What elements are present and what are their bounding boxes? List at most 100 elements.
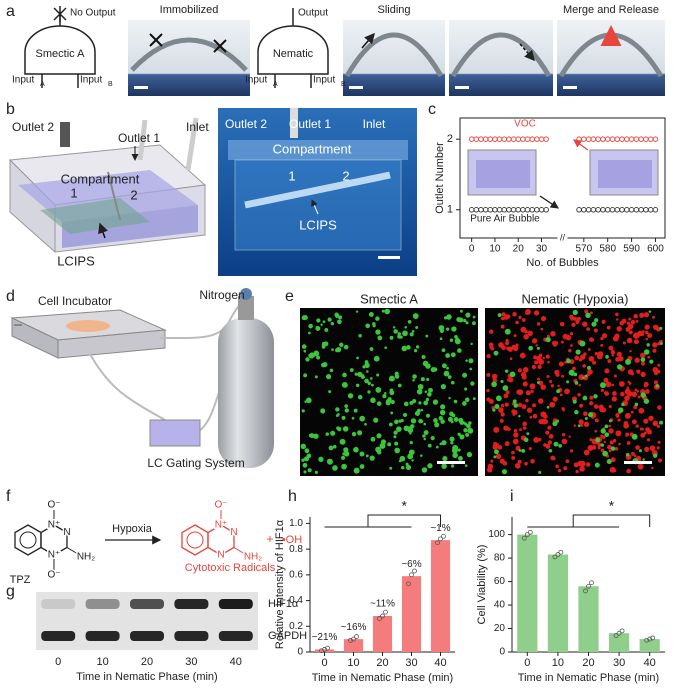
cell (418, 401, 422, 405)
panel-label: d (6, 288, 15, 305)
label: •OH (282, 534, 302, 546)
cell (511, 450, 515, 455)
cell (301, 458, 305, 462)
band (174, 631, 209, 641)
cell (446, 366, 449, 370)
cell (617, 364, 623, 370)
cell (387, 397, 392, 402)
x-tick-label: 10 (347, 657, 359, 669)
cell (619, 321, 623, 325)
x-axis-label: No. of Bubbles (526, 257, 599, 269)
gate-name: Smectic A (36, 48, 86, 60)
cell (602, 333, 608, 339)
cell (368, 312, 374, 317)
point (482, 136, 489, 142)
cell (407, 453, 414, 460)
cell (494, 449, 499, 455)
cell (601, 407, 607, 413)
cell (635, 424, 639, 428)
replicate-point (348, 638, 353, 643)
cell (594, 318, 599, 323)
cell (425, 413, 430, 418)
cell (557, 384, 560, 388)
cell (434, 422, 440, 428)
label: LCIPS (57, 253, 95, 268)
y-tick-label: 1.0 (289, 518, 303, 529)
cell (610, 457, 616, 463)
cell (465, 321, 469, 325)
cell (545, 430, 550, 435)
cell (635, 319, 639, 323)
cell (459, 434, 465, 440)
cell (608, 424, 612, 428)
cell (640, 432, 646, 438)
cell (513, 334, 517, 338)
cell (495, 453, 502, 460)
cell (546, 334, 550, 338)
cell (530, 458, 535, 464)
label: Smectic A (360, 291, 418, 306)
cell (389, 388, 394, 393)
cell (364, 360, 369, 364)
micrograph-smectic (300, 308, 478, 476)
cell (406, 345, 411, 350)
cell (458, 455, 463, 461)
cell (415, 326, 419, 330)
cell (393, 435, 397, 439)
gate-input: Input (80, 75, 102, 86)
cell (549, 401, 556, 408)
cell (441, 440, 447, 446)
y-tick-label: 0.8 (289, 544, 303, 555)
cell (525, 398, 529, 403)
replicate-point (644, 637, 650, 643)
point (492, 136, 498, 142)
cell (517, 368, 523, 373)
x-tick-label: 590 (623, 244, 640, 255)
cell (375, 329, 381, 335)
cell (454, 335, 458, 339)
cell (600, 443, 605, 447)
bond (66, 547, 79, 555)
cell (447, 375, 452, 379)
cell (608, 428, 614, 434)
point (638, 136, 644, 142)
label: Time in Nematic Phase (min) (76, 671, 217, 683)
atom: O⁻ (214, 500, 227, 511)
cell (585, 462, 591, 467)
cell (515, 445, 521, 451)
cell (570, 344, 573, 347)
replicate-point (555, 552, 561, 557)
ring (181, 524, 209, 556)
point (534, 136, 540, 142)
cell (432, 367, 438, 372)
cell (459, 309, 463, 313)
cell (390, 399, 395, 405)
cell (606, 459, 612, 465)
cell (594, 352, 598, 356)
cell (528, 345, 534, 351)
significance-bracket (527, 514, 651, 528)
cell (327, 317, 332, 322)
cell (648, 415, 654, 421)
cell (385, 400, 391, 406)
cell (590, 338, 595, 342)
cell (394, 447, 401, 454)
cell (509, 371, 516, 378)
cell (603, 377, 609, 383)
cell (446, 314, 452, 320)
cell (533, 355, 538, 360)
inset-images (467, 139, 659, 209)
point (492, 207, 498, 213)
cell (578, 383, 581, 387)
point (501, 207, 508, 213)
cell (569, 332, 574, 336)
label: Outlet 2 (225, 117, 267, 131)
cell (606, 444, 612, 450)
point (478, 136, 484, 142)
cell (342, 372, 347, 378)
cell (421, 354, 426, 359)
cell (604, 432, 610, 437)
cell (646, 429, 652, 435)
cell (553, 441, 559, 447)
